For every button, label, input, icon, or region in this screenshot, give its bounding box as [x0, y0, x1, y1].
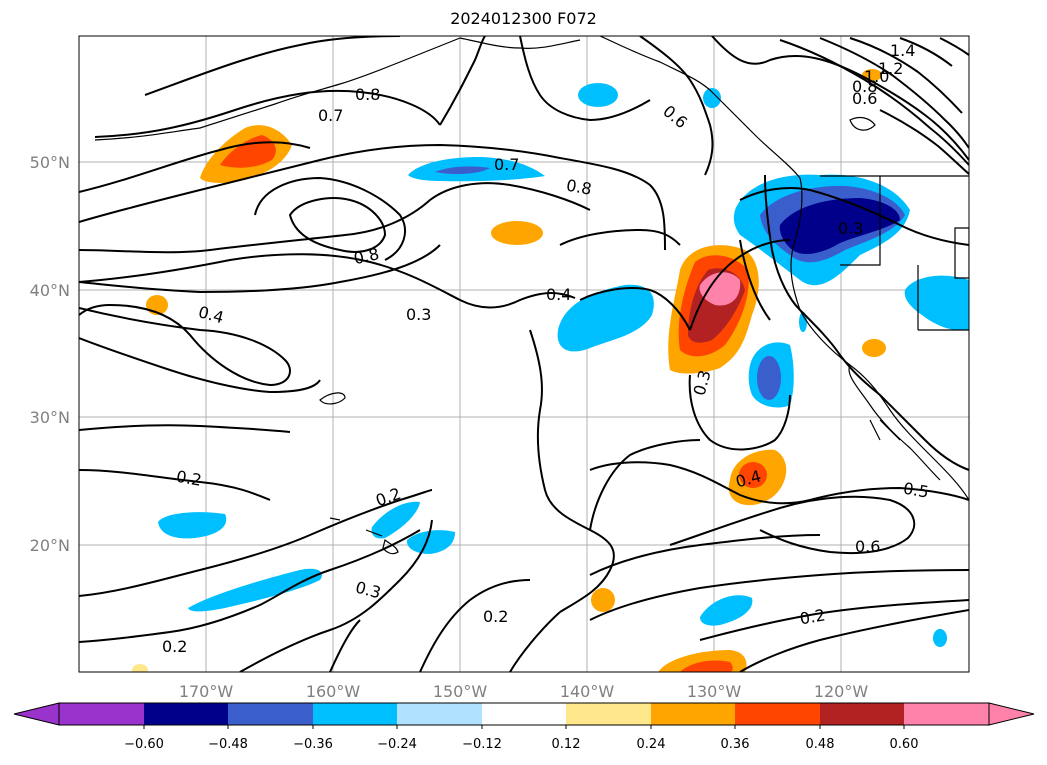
contour-label: 0.8 — [352, 244, 381, 268]
colorbar-segment — [904, 703, 989, 725]
contour-lines — [79, 36, 969, 672]
contour-label: 0.8 — [852, 77, 877, 96]
colorbar-tick-label: 0.12 — [552, 737, 581, 752]
contour-label: 0.2 — [162, 637, 187, 656]
map-title: 2024012300 F072 — [450, 9, 597, 28]
contour-label: 0.2 — [175, 467, 203, 490]
lon-label: 170°W — [179, 682, 234, 701]
contour-label: 0.4 — [546, 285, 571, 304]
colorbar-segment — [735, 703, 820, 725]
lat-label: 20°N — [30, 536, 70, 555]
colorbar: −0.60 −0.48 −0.36 −0.24 −0.12 0.12 0.24 … — [13, 702, 1035, 752]
colorbar-tick-label: 0.24 — [637, 737, 666, 752]
colorbar-segment — [482, 703, 566, 725]
colorbar-segment — [397, 703, 482, 725]
contour-label: 0.2 — [483, 607, 508, 626]
colorbar-tick-label: 0.36 — [721, 737, 750, 752]
colorbar-tick-label: 0.60 — [890, 737, 919, 752]
colorbar-extend-high — [988, 702, 1035, 726]
contour-label: 0.3 — [838, 219, 863, 238]
contour-label: 1.0 — [864, 67, 889, 86]
lon-label: 140°W — [560, 682, 615, 701]
colorbar-segment — [566, 703, 651, 725]
colorbar-segment — [144, 703, 228, 725]
lon-label: 150°W — [433, 682, 488, 701]
map-frame — [78, 35, 970, 673]
colorbar-segment — [820, 703, 904, 725]
lon-label: 160°W — [306, 682, 361, 701]
lon-label: 120°W — [814, 682, 869, 701]
lat-label: 30°N — [30, 408, 70, 427]
map-plot-area: 1.4 1.2 1.0 0.8 0.6 0.8 0.7 0.6 0.7 0.8 … — [79, 36, 969, 672]
colorbar-segment — [651, 703, 735, 725]
contour-label: 0.8 — [565, 176, 593, 199]
contour-label: 0.8 — [355, 85, 380, 104]
contour-label: 1.2 — [878, 59, 903, 78]
colorbar-tick-label: −0.60 — [124, 737, 164, 752]
coastlines — [94, 36, 969, 555]
lat-label: 40°N — [30, 281, 70, 300]
colorbar-tick-label: −0.24 — [377, 737, 417, 752]
graticule — [79, 36, 969, 672]
lat-label: 50°N — [30, 153, 70, 172]
colorbar-segment — [59, 703, 144, 725]
shading-anomalies — [132, 69, 969, 672]
contour-label: 0.2 — [798, 605, 826, 628]
lat-axis-labels: 50°N 40°N 30°N 20°N — [30, 153, 70, 555]
contour-label: 1.4 — [890, 41, 915, 60]
contour-label: 0.6 — [855, 537, 880, 556]
colorbar-tick-label: −0.36 — [293, 737, 333, 752]
contour-label: 0.3 — [406, 305, 431, 324]
colorbar-segment — [228, 703, 313, 725]
colorbar-tick-label: −0.12 — [462, 737, 502, 752]
colorbar-tick-label: −0.48 — [208, 737, 248, 752]
colorbar-tick-label: 0.48 — [806, 737, 835, 752]
contour-label: 0.7 — [318, 106, 343, 125]
lon-axis-labels: 170°W 160°W 150°W 140°W 130°W 120°W — [179, 682, 869, 701]
contour-label: 0.5 — [902, 479, 930, 502]
lon-label: 130°W — [687, 682, 742, 701]
colorbar-extend-low — [13, 702, 60, 726]
contour-label: 0.7 — [494, 155, 519, 174]
contour-label: 0.6 — [852, 89, 877, 108]
colorbar-segment — [313, 703, 397, 725]
